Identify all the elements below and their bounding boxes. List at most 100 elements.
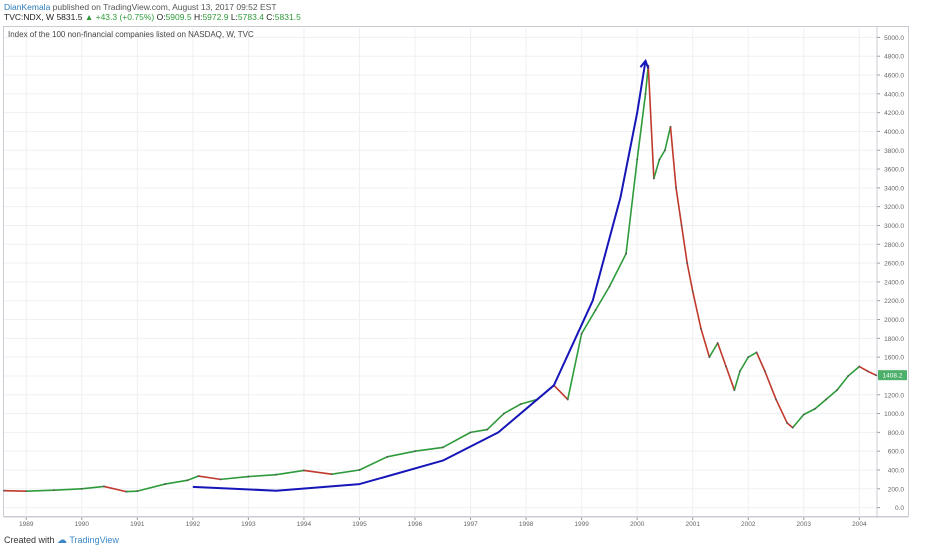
price-segment <box>747 351 758 358</box>
y-tick-label: 1200.0 <box>884 392 904 399</box>
price-point <box>866 370 869 373</box>
price-segment <box>658 149 666 161</box>
price-point <box>686 262 689 264</box>
price-segment <box>441 431 472 449</box>
price-segment <box>580 309 597 335</box>
y-tick-label: 600.0 <box>888 449 905 456</box>
footer: Created with ☁ TradingView <box>4 535 119 546</box>
price-point <box>103 485 105 488</box>
price-point <box>725 365 727 368</box>
price-point <box>219 478 222 481</box>
symbol-label: TVC:NDX, W <box>4 12 55 22</box>
x-tick-label: 2003 <box>797 521 812 528</box>
price-point <box>644 92 647 95</box>
price-segment <box>219 475 250 481</box>
price-point <box>836 389 839 391</box>
price-point <box>164 483 166 485</box>
price-point <box>747 356 750 359</box>
y-tick-label: 2200.0 <box>884 298 904 305</box>
price-point <box>664 149 666 152</box>
open-label: O: <box>156 12 166 22</box>
price-tag: 1408.2 <box>878 370 907 381</box>
price-series <box>3 64 877 493</box>
x-tick-label: 2000 <box>630 521 645 528</box>
up-arrow-icon: ▲ <box>84 12 94 22</box>
price-segment <box>764 370 777 401</box>
price-segment <box>858 365 869 373</box>
y-tick-label: 3200.0 <box>884 204 904 211</box>
price-point <box>80 487 83 490</box>
y-tick-label: 200.0 <box>888 486 905 493</box>
price-segment <box>680 224 688 264</box>
price-point <box>847 375 850 377</box>
price-point <box>247 475 250 478</box>
x-tick-label: 1998 <box>519 521 534 528</box>
price-segment <box>636 93 647 161</box>
price-point <box>25 490 28 493</box>
close-label: C: <box>266 12 275 22</box>
price-segment <box>164 479 189 485</box>
price-segment <box>503 403 522 415</box>
price-point <box>53 489 55 492</box>
price-point <box>708 356 711 359</box>
y-tick-label: 800.0 <box>888 430 905 437</box>
x-tick-label: 1995 <box>352 521 367 528</box>
price-point <box>755 351 758 354</box>
axes: 0.0200.0400.0600.0800.01000.01200.01400.… <box>4 26 908 528</box>
price-point <box>775 398 777 401</box>
price-segment <box>80 485 105 490</box>
price-segment <box>53 487 83 491</box>
price-segment <box>553 384 569 401</box>
price-segment <box>847 365 861 377</box>
price-segment <box>733 370 741 391</box>
price-point <box>825 398 827 401</box>
price-segment <box>775 398 788 424</box>
author-link[interactable]: DianKemala <box>4 2 51 12</box>
quote-line: TVC:NDX, W 5831.5 ▲ +43.3 (+0.75%) O:590… <box>4 12 301 22</box>
grid-lines <box>4 28 877 517</box>
price-point <box>594 309 597 312</box>
price-point <box>858 365 861 368</box>
x-tick-label: 1990 <box>75 521 90 528</box>
price-point <box>186 479 189 482</box>
price-segment <box>664 125 672 152</box>
annotation-curve-path <box>192 60 647 492</box>
high-value: 5972.9 <box>202 12 229 22</box>
price-point <box>330 473 333 476</box>
price-point <box>608 285 611 288</box>
price-segment <box>469 428 489 434</box>
y-tick-label: 3600.0 <box>884 167 904 174</box>
price-point <box>652 177 655 180</box>
price-point <box>136 490 139 493</box>
price-point <box>486 428 489 431</box>
y-tick-label: 4200.0 <box>884 110 904 117</box>
y-tick-label: 3000.0 <box>884 223 904 230</box>
price-point <box>3 489 5 492</box>
price-segment <box>700 328 711 358</box>
price-segment <box>866 370 877 376</box>
price-point <box>875 374 877 377</box>
x-tick-label: 1997 <box>463 521 478 528</box>
close-value: 5831.5 <box>274 12 301 22</box>
price-segment <box>275 469 305 476</box>
x-tick-label: 1999 <box>574 521 589 528</box>
last-price-tag <box>878 370 907 381</box>
price-point <box>125 490 128 493</box>
publish-info: published on TradingView.com, August 13,… <box>50 2 277 12</box>
x-tick-label: 1996 <box>408 521 423 528</box>
price-point <box>502 412 505 415</box>
price-segment <box>675 187 683 227</box>
price-segment <box>136 483 166 492</box>
price-point <box>197 475 200 477</box>
y-tick-label: 2600.0 <box>884 261 904 268</box>
price-segment <box>566 332 583 401</box>
tradingview-logo-icon[interactable]: ☁ <box>57 535 68 546</box>
price-segment <box>786 422 794 429</box>
price-segment <box>358 456 389 471</box>
y-tick-label: 1800.0 <box>884 336 904 343</box>
price-segment <box>186 475 200 482</box>
price-point <box>358 469 361 471</box>
tradingview-link[interactable]: TradingView <box>69 535 119 545</box>
open-value: 5909.5 <box>165 12 192 22</box>
